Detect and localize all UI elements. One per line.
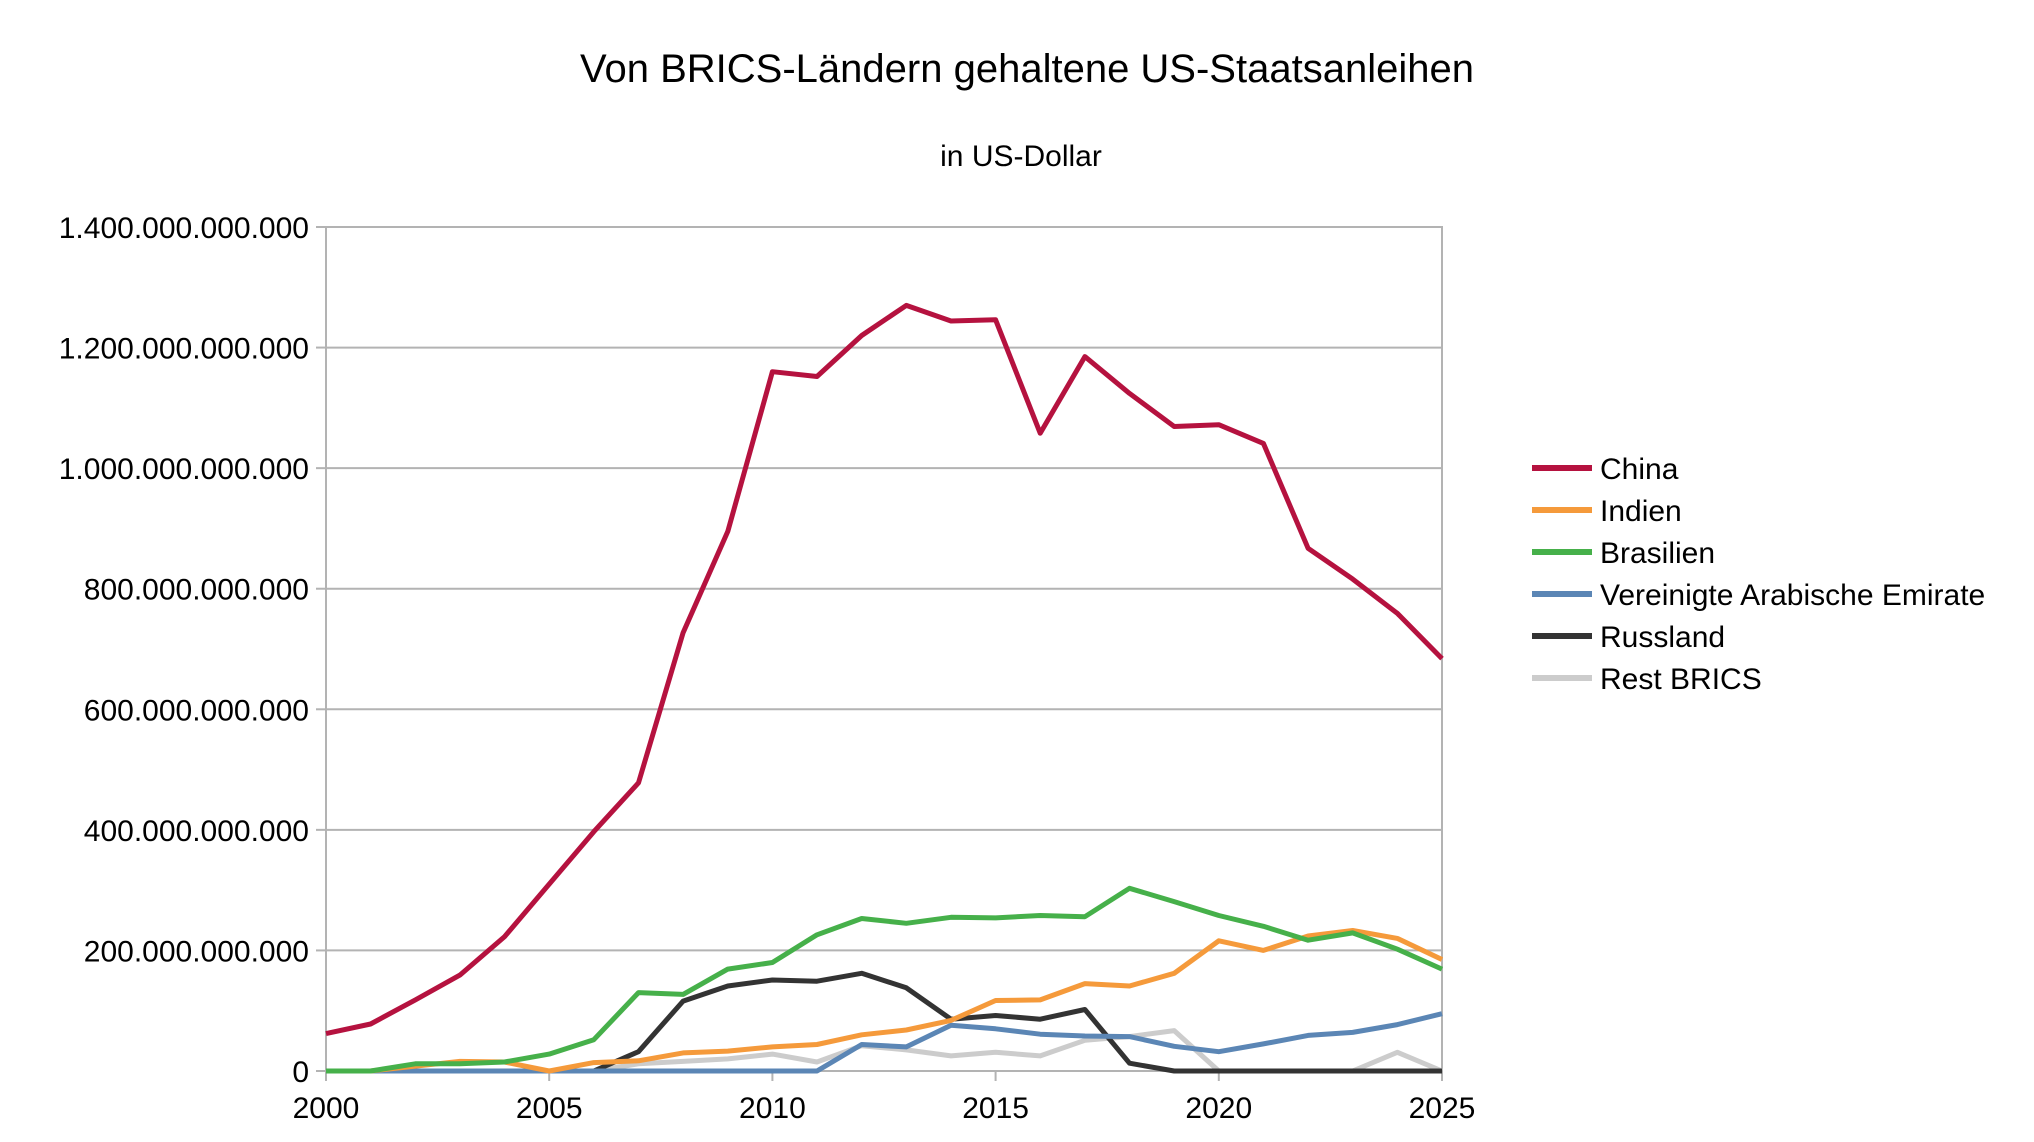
- grid-lines: [326, 346, 1442, 952]
- y-tick-label: 0: [292, 1056, 309, 1089]
- x-tick-label: 2005: [516, 1092, 583, 1125]
- legend-label-brasilien: Brasilien: [1600, 537, 1715, 570]
- y-tick-label: 600.000.000.000: [84, 694, 309, 727]
- legend-label-rest-brics: Rest BRICS: [1600, 663, 1762, 696]
- legend-label-russland: Russland: [1600, 621, 1725, 654]
- x-tick-label: 2025: [1409, 1092, 1476, 1125]
- y-tick-label: 1.200.000.000.000: [59, 333, 309, 366]
- legend-label-china: China: [1600, 453, 1679, 486]
- series-line-china: [325, 302, 1444, 1037]
- y-tick-label: 1.000.000.000.000: [59, 453, 309, 486]
- series-lines: [325, 302, 1444, 1074]
- x-tick-label: 2020: [1185, 1092, 1252, 1125]
- series-line-indien: [326, 928, 1444, 1074]
- x-tick-label: 2010: [739, 1092, 806, 1125]
- axes: 0 200.000.000.000 400.000.000.000 600.000.0…: [59, 212, 1476, 1125]
- x-tick-label: 2000: [293, 1092, 360, 1125]
- legend-label-vereinigte-arabische-emirate: Vereinigte Arabische Emirate: [1600, 579, 1985, 612]
- series-line-vereinigte-arabische-emirate: [326, 1011, 1443, 1074]
- y-tick-label: 400.000.000.000: [84, 815, 309, 848]
- y-tick-label: 800.000.000.000: [84, 574, 309, 607]
- legend-label-indien: Indien: [1600, 495, 1682, 528]
- series-line-brasilien: [326, 885, 1444, 1074]
- chart-subtitle: in US-Dollar: [940, 140, 1102, 173]
- y-tick-label: 200.000.000.000: [84, 935, 309, 968]
- chart-title: Von BRICS-Ländern gehaltene US-Staatsanl…: [580, 47, 1474, 91]
- x-tick-label: 2015: [962, 1092, 1029, 1125]
- legend: China Indien Brasilien Vereinigte Arabische…: [1532, 453, 1985, 696]
- plot-area-frame: [325, 226, 1443, 1072]
- y-tick-label: 1.400.000.000.000: [59, 212, 309, 245]
